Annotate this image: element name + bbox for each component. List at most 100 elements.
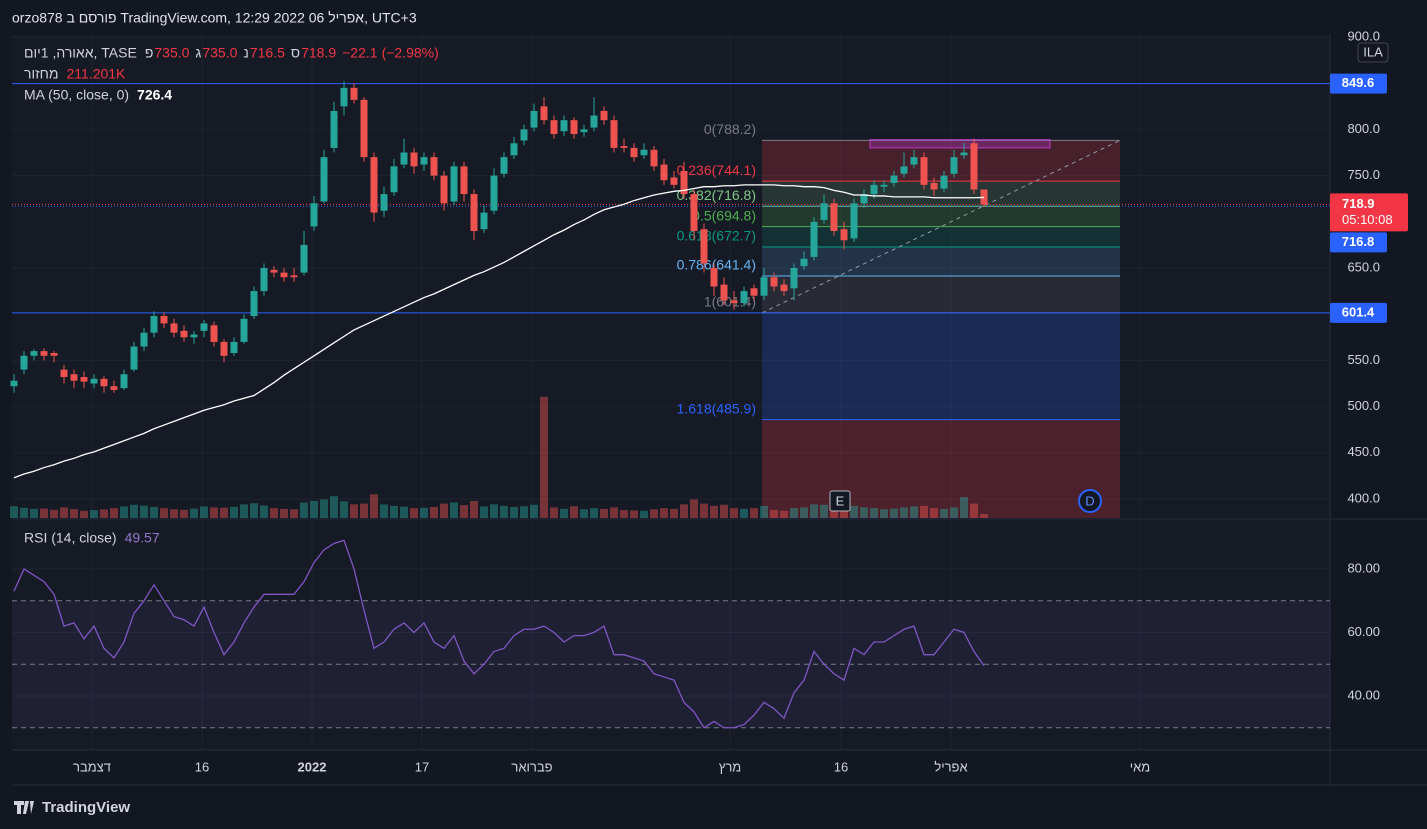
- candle-body: [940, 175, 948, 189]
- candle-body: [370, 157, 378, 213]
- candle-body: [980, 189, 988, 205]
- volume-bar: [610, 507, 618, 518]
- x-tick-label: פברואר: [511, 759, 552, 774]
- volume-bar: [540, 396, 548, 518]
- candle-body: [80, 377, 88, 382]
- volume-bar: [290, 509, 298, 518]
- volume-bar: [190, 508, 198, 518]
- candle-body: [310, 203, 318, 227]
- y-tick-label: 650.0: [1347, 259, 1380, 274]
- volume-bar: [300, 502, 308, 518]
- candle-body: [860, 194, 868, 204]
- candle-body: [40, 351, 48, 356]
- last-price-badge: [1330, 193, 1408, 232]
- volume-bar: [810, 504, 818, 518]
- volume-bar: [860, 507, 868, 518]
- fib-zone: [762, 275, 1120, 313]
- fib-zone: [762, 312, 1120, 420]
- candle-body: [140, 332, 148, 347]
- candle-body: [560, 120, 568, 132]
- candle-body: [160, 316, 168, 324]
- candle-body: [300, 244, 308, 273]
- candle-body: [60, 369, 68, 378]
- fib-label: 0.5(694.8): [692, 207, 756, 223]
- volume-bar: [50, 509, 58, 518]
- candle-body: [270, 269, 278, 273]
- volume-bar: [440, 503, 448, 518]
- candle-body: [30, 351, 38, 356]
- header-title: orzo878 פורסם ב TradingView.com, 12:29 2…: [12, 10, 417, 26]
- chart-layer: דצמבר 16 2022 17 פברואר מרץ 16 אפריל מאי 900.0 800…: [10, 28, 1408, 774]
- volume-bar: [730, 508, 738, 518]
- candle-body: [780, 284, 788, 292]
- volume-bar: [670, 508, 678, 518]
- candle-body: [700, 229, 708, 264]
- y-tick-label: 400.0: [1347, 490, 1380, 505]
- candle-body: [460, 166, 468, 195]
- ma-value: 726.4: [137, 87, 172, 103]
- volume-bar: [450, 502, 458, 518]
- candle-body: [500, 157, 508, 174]
- candle-body: [110, 386, 118, 390]
- volume-bar: [280, 508, 288, 518]
- volume-bar: [880, 509, 888, 518]
- price-badge-label: 601.4: [1342, 304, 1375, 319]
- volume-bar: [260, 505, 268, 518]
- candle-body: [50, 352, 58, 356]
- volume-bar: [330, 496, 338, 518]
- rsi-tick-label: 40.00: [1347, 687, 1380, 702]
- candle-body: [770, 277, 778, 287]
- candle-body: [630, 147, 638, 158]
- candle-body: [550, 120, 558, 135]
- volume-bar: [940, 508, 948, 518]
- volume-bar: [870, 508, 878, 518]
- candle-body: [70, 374, 78, 381]
- y-tick-label: 800.0: [1347, 121, 1380, 136]
- candle-body: [610, 120, 618, 148]
- candle-body: [440, 175, 448, 204]
- volume-bar: [680, 504, 688, 518]
- ohlc-value: 716.5: [250, 45, 285, 61]
- volume-bar: [560, 508, 568, 518]
- volume-bar: [920, 505, 928, 518]
- volume-name: מחזור: [24, 66, 58, 82]
- rsi-tick-label: 80.00: [1347, 560, 1380, 575]
- candle-body: [720, 284, 728, 301]
- candle-body: [230, 341, 238, 353]
- volume-bar: [900, 507, 908, 518]
- candle-body: [690, 194, 698, 232]
- fib-zone: [762, 247, 1120, 276]
- volume-bar: [140, 505, 148, 518]
- rsi-value: 49.57: [125, 530, 160, 546]
- x-tick-label: 16: [834, 759, 848, 774]
- candle-body: [290, 275, 298, 278]
- volume-bar: [360, 503, 368, 518]
- volume-bar: [270, 508, 278, 518]
- footer-brand: TradingView: [42, 799, 130, 816]
- logo-mark: [14, 801, 34, 814]
- candle-body: [420, 157, 428, 165]
- ohlc-value: 735.0: [202, 45, 237, 61]
- volume-bar: [210, 507, 218, 518]
- highlight-rectangle: [869, 139, 1051, 149]
- candle-body: [20, 355, 28, 370]
- volume-bar: [180, 509, 188, 518]
- fib-label: 1(601.4): [704, 294, 756, 310]
- candle-body: [760, 277, 768, 296]
- candle-body: [660, 164, 668, 181]
- fib-zone: [762, 419, 1120, 518]
- footer-logo: TradingView: [14, 799, 130, 816]
- candle-body: [820, 203, 828, 220]
- volume-bar: [320, 499, 328, 518]
- candle-body: [830, 203, 838, 232]
- ohlc-prefix: פ: [145, 45, 154, 61]
- volume-bar: [910, 506, 918, 518]
- volume-bar: [970, 503, 978, 518]
- candle-body: [810, 221, 818, 257]
- event-label: D: [1085, 493, 1094, 508]
- ohlc-prefix: ס: [291, 45, 300, 61]
- candle-body: [360, 99, 368, 158]
- volume-bar: [830, 507, 838, 518]
- volume-bar: [90, 510, 98, 518]
- volume-bar: [390, 505, 398, 518]
